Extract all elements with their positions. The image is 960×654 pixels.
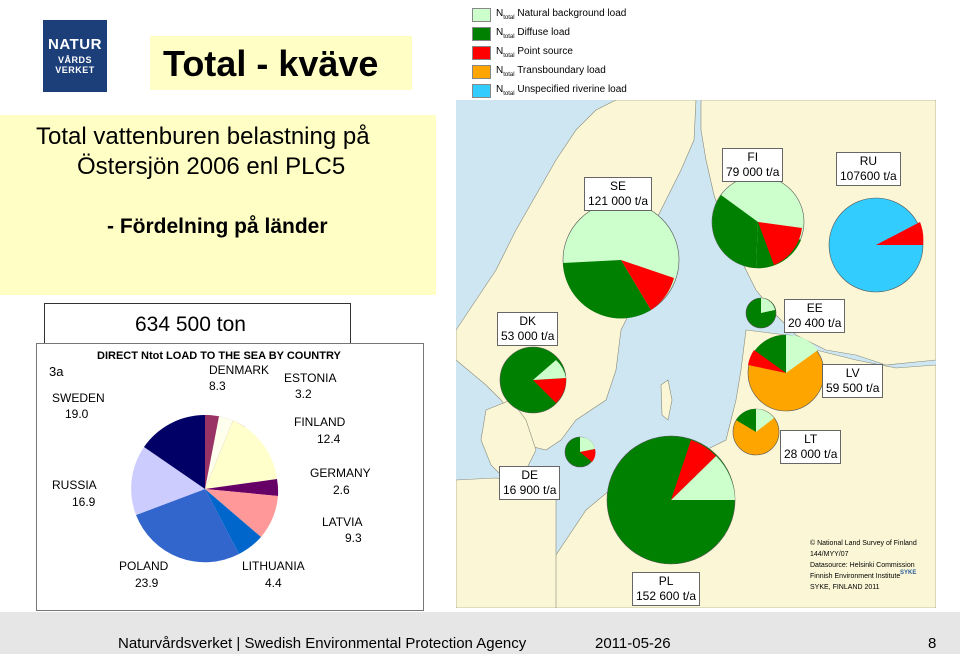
label-russia-value: 16.9 [72, 495, 96, 509]
legend-label: Transboundary load [517, 65, 606, 76]
label-germany-value: 2.6 [333, 483, 350, 497]
footer-organisation: Naturvårdsverket | Swedish Environmental… [118, 635, 527, 652]
copyright-line-2: 144/MYY/07 [810, 551, 849, 558]
pie-labels: SWEDEN 19.0 DENMARK 8.3 ESTONIA 3.2 FINL… [52, 363, 371, 590]
label-pl: PL 152 600 t/a [632, 572, 701, 606]
naturvardsverket-logo: NATUR VÅRDS VERKET [43, 20, 107, 92]
legend-swatch [472, 46, 491, 60]
legend-swatch [472, 8, 491, 22]
pie-slice-poland [136, 489, 239, 563]
title-box: Total - kväve [150, 36, 412, 90]
label-ru: RU 107600 t/a [836, 152, 901, 186]
label-de: DE 16 900 t/a [499, 466, 561, 500]
pie-ee [745, 297, 777, 329]
pie-slice-lithuania [205, 489, 261, 554]
subtitle-line-1: Total vattenburen belastning på [36, 123, 370, 150]
legend-item-diffuse: Ntotal Diffuse load [468, 25, 638, 44]
label-lithuania-name: LITHUANIA [242, 559, 305, 573]
logo-line-3: VERKET [55, 65, 95, 75]
direct-chart-title: DIRECT Ntot LOAD TO THE SEA BY COUNTRY [97, 350, 342, 362]
label-poland-value: 23.9 [135, 576, 159, 590]
pie-slice-denmark-2 [205, 414, 219, 489]
pie-fi [711, 175, 805, 269]
direct-load-chart-panel: DIRECT Ntot LOAD TO THE SEA BY COUNTRY 3… [36, 343, 424, 611]
pie-pl [606, 435, 736, 565]
island-gotland [660, 379, 673, 421]
label-germany-name: GERMANY [310, 466, 371, 480]
label-latvia-name: LATVIA [322, 515, 362, 529]
footer-band [0, 612, 960, 654]
copyright-line-4: Finnish Environment Institute [810, 573, 901, 580]
legend-label: Natural background load [517, 8, 627, 19]
pie-de [564, 436, 596, 468]
label-fi: FI 79 000 t/a [722, 148, 784, 182]
pie-slice-germany [205, 479, 279, 496]
legend-swatch [472, 65, 491, 79]
label-poland-name: POLAND [119, 559, 169, 573]
pie-lt [732, 408, 780, 456]
legend-label: Diffuse load [517, 27, 570, 38]
direct-load-pie-chart: DIRECT Ntot LOAD TO THE SEA BY COUNTRY 3… [49, 350, 371, 590]
label-ee: EE 20 400 t/a [784, 299, 846, 333]
slide-title: Total - kväve [163, 43, 379, 84]
legend-item-point: Ntotal Point source [468, 44, 638, 63]
legend-swatch [472, 27, 491, 41]
label-latvia-value: 9.3 [345, 531, 362, 545]
legend-swatch [472, 84, 491, 98]
footer-page-number: 8 [928, 635, 937, 652]
pie-se [562, 201, 680, 319]
legend-item-natural: Ntotal Natural background load [468, 6, 638, 25]
pie-slice-finland [205, 420, 277, 489]
pie-slice-latvia [205, 489, 278, 537]
pie-ru [828, 197, 924, 293]
legend-item-unspecified: Ntotal Unspecified riverine load [468, 82, 638, 101]
copyright-line-1: © National Land Survey of Finland [810, 540, 917, 547]
copyright-line-3: Datasource: Helsinki Commission [810, 562, 915, 569]
label-finland-value: 12.4 [317, 432, 341, 446]
pie-slices [131, 414, 279, 563]
label-sweden-value: 19.0 [65, 407, 89, 421]
subtitle-box [0, 115, 436, 295]
label-se: SE 121 000 t/a [584, 177, 653, 211]
label-finland-name: FINLAND [294, 415, 346, 429]
map-svg [455, 99, 937, 609]
load-legend: Ntotal Natural background load Ntotal Di… [468, 6, 638, 101]
label-estonia-value: 3.2 [295, 387, 312, 401]
legend-label: Point source [517, 46, 573, 57]
direct-chart-panel-label: 3a [49, 364, 64, 379]
syke-logo: SYKE [900, 570, 917, 576]
label-lt: LT 28 000 t/a [780, 430, 842, 464]
pie-lv [747, 334, 825, 412]
label-dk: DK 53 000 t/a [497, 312, 559, 346]
total-load-box: 634 500 ton [44, 303, 351, 345]
logo-line-2: VÅRDS [57, 55, 92, 65]
label-russia-name: RUSSIA [52, 478, 97, 492]
logo-line-1: NATUR [48, 36, 102, 53]
subtitle-line-2: Östersjön 2006 enl PLC5 [77, 153, 346, 180]
baltic-sea-map [455, 99, 937, 609]
map-copyright: © National Land Survey of Finland 144/MY… [810, 538, 917, 593]
copyright-line-5: SYKE, FINLAND 2011 [810, 584, 880, 591]
subtitle-line-3: - Fördelning på länder [107, 215, 328, 238]
footer-date: 2011-05-26 [595, 635, 671, 652]
pie-slice-sweden-main [144, 414, 205, 489]
label-lithuania-value: 4.4 [265, 576, 282, 590]
label-denmark-value: 8.3 [209, 379, 226, 393]
label-sweden-name: SWEDEN [52, 391, 105, 405]
pie-dk [499, 346, 567, 414]
label-estonia-name: ESTONIA [284, 371, 336, 385]
legend-item-transboundary: Ntotal Transboundary load [468, 63, 638, 82]
label-lv: LV 59 500 t/a [822, 364, 884, 398]
label-denmark-name: DENMARK [209, 363, 269, 377]
pie-slice-russia [131, 447, 205, 515]
total-load-value: 634 500 ton [135, 313, 246, 336]
legend-label: Unspecified riverine load [517, 84, 627, 95]
